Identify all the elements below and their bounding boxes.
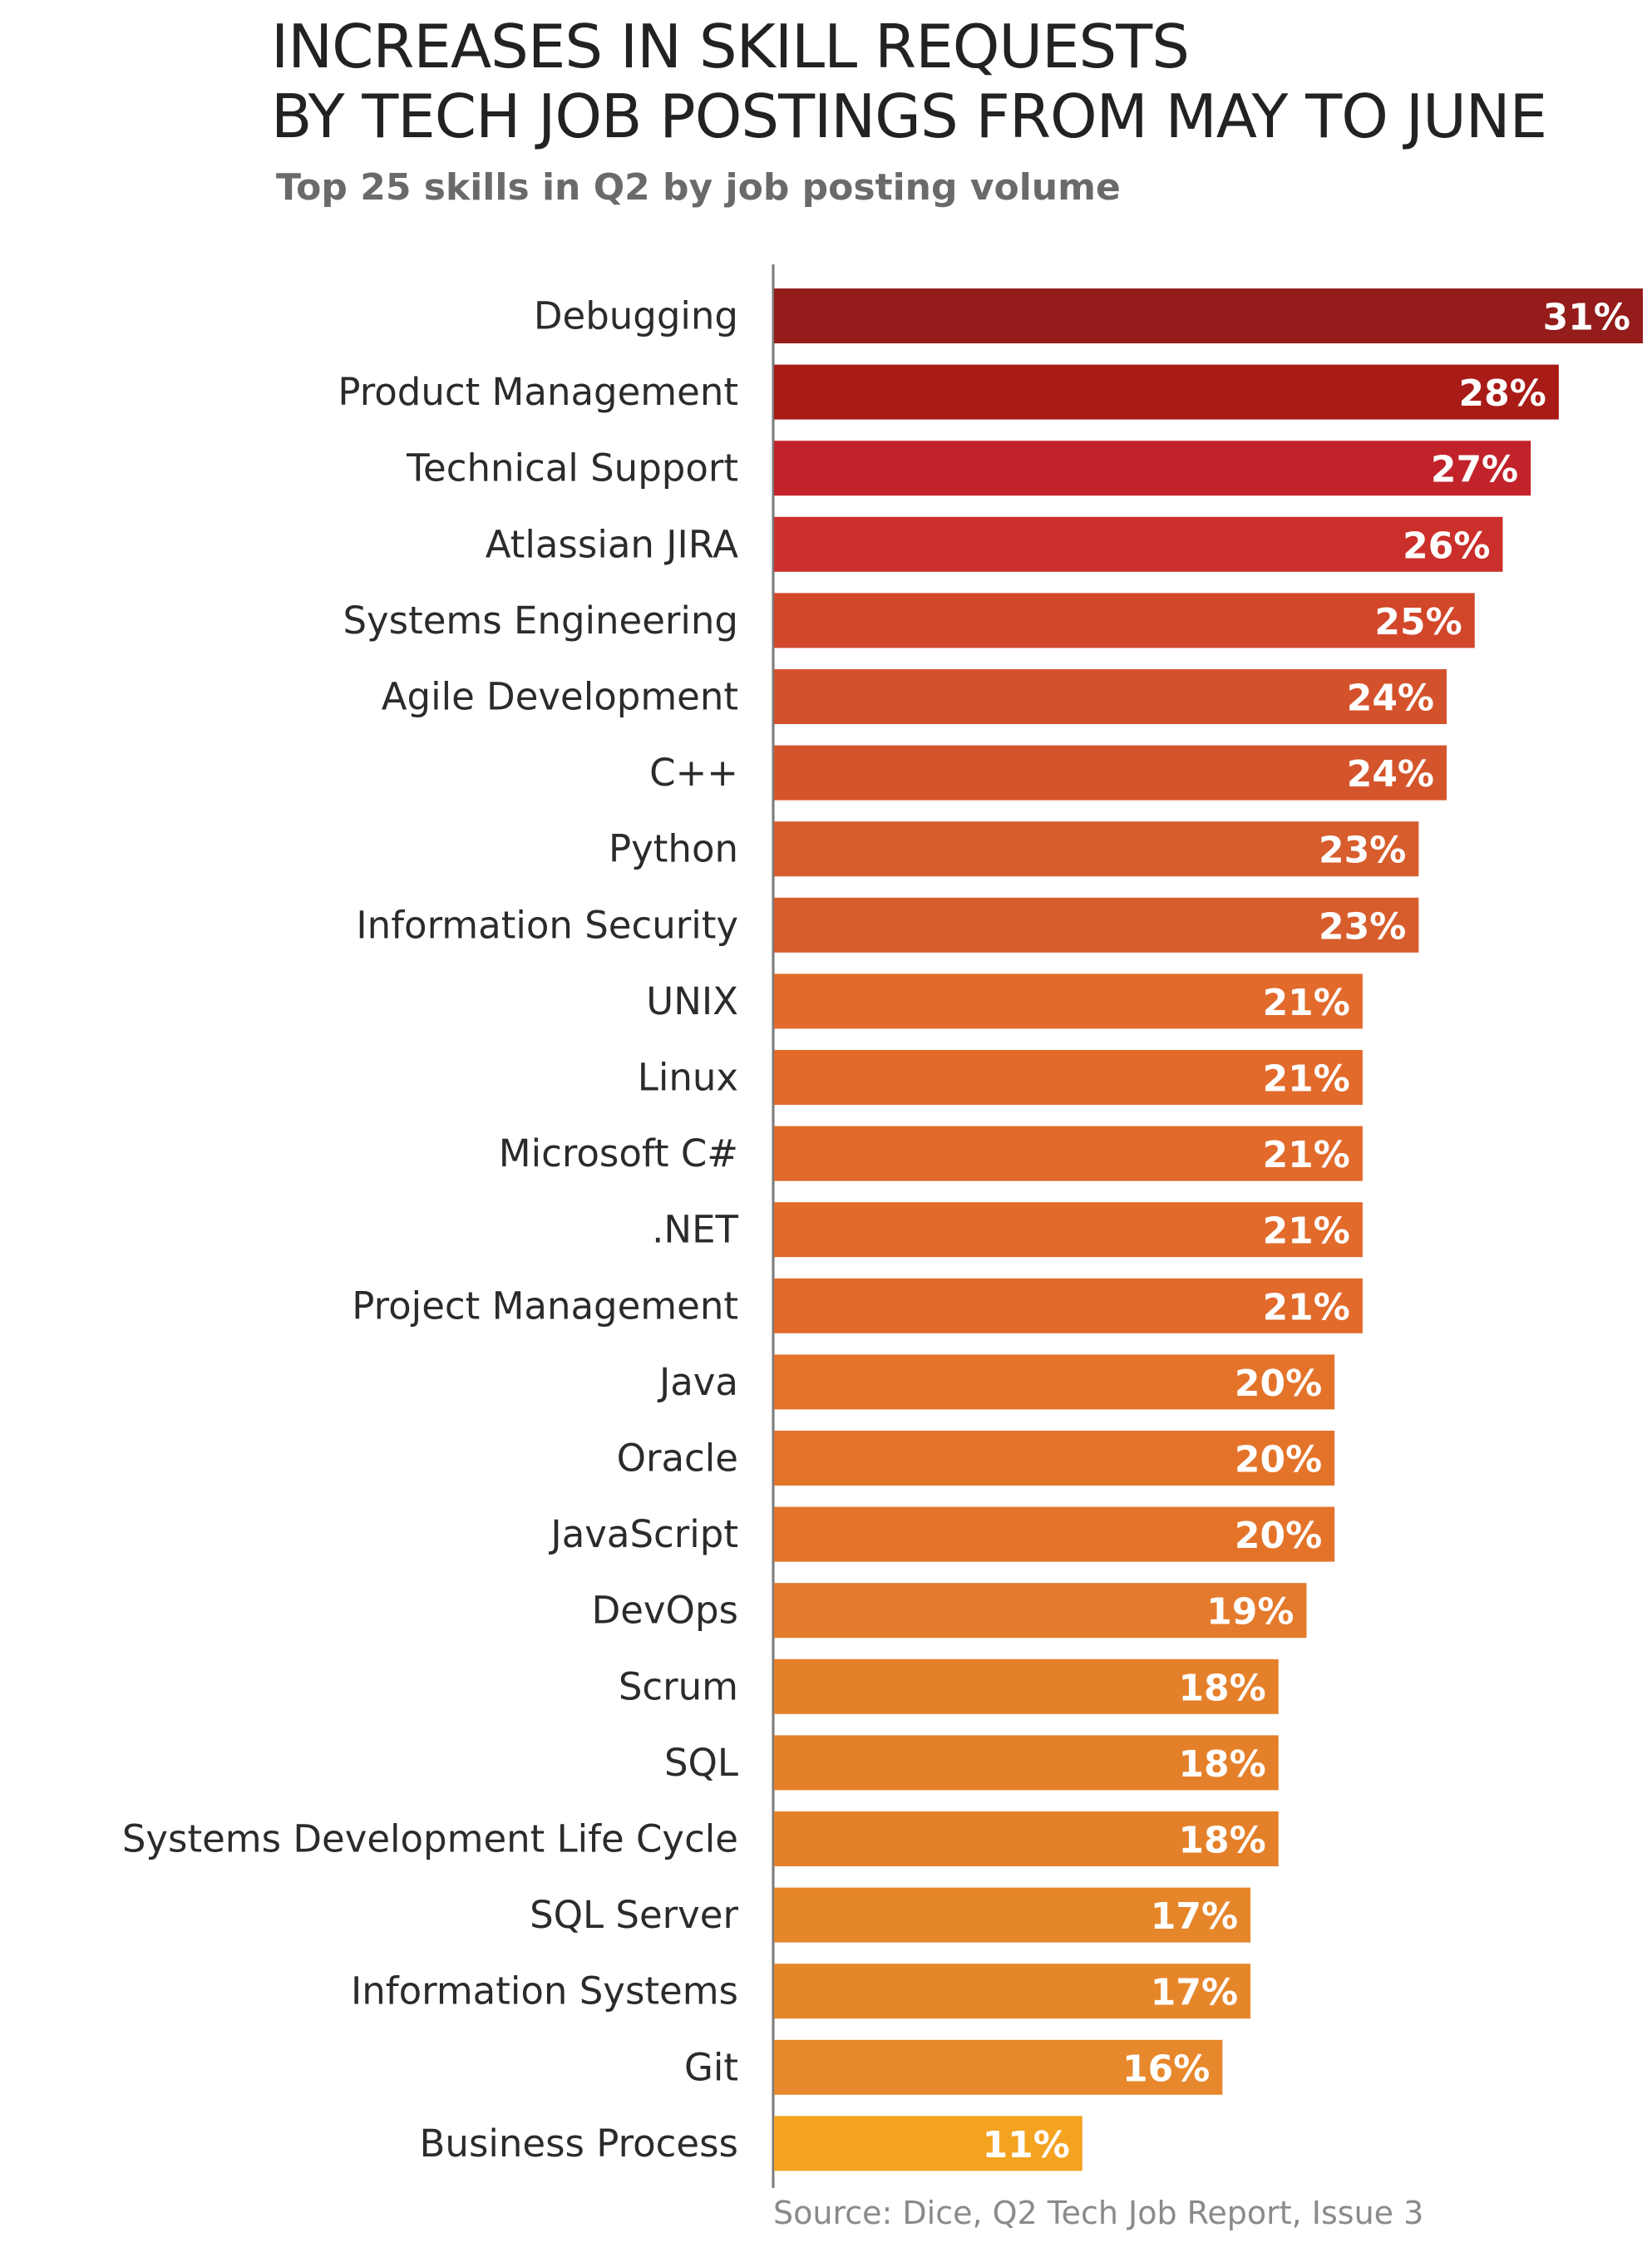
category-label: Information Security <box>356 903 738 947</box>
bar <box>774 1202 1363 1258</box>
data-label: 20% <box>1235 1363 1322 1405</box>
bar <box>774 288 1643 343</box>
bar <box>774 2116 1082 2171</box>
category-label: Systems Development Life Cycle <box>122 1817 738 1861</box>
bar <box>774 1964 1251 2019</box>
bar <box>774 1354 1335 1410</box>
category-label: Technical Support <box>406 446 738 490</box>
bar <box>774 897 1419 953</box>
category-label: C++ <box>649 751 738 795</box>
bar <box>774 1887 1251 1943</box>
bar <box>774 973 1363 1029</box>
chart-subtitle: Top 25 skills in Q2 by job posting volum… <box>276 166 1121 209</box>
category-label: Oracle <box>617 1437 738 1481</box>
bar <box>774 2039 1223 2095</box>
bar <box>774 1658 1279 1714</box>
data-label: 21% <box>1263 1210 1350 1253</box>
category-label: JavaScript <box>548 1512 738 1556</box>
data-label: 18% <box>1178 1743 1265 1786</box>
category-label: Business Process <box>420 2122 738 2166</box>
category-label: Agile Development <box>382 675 738 719</box>
category-label: Java <box>657 1360 738 1404</box>
category-label: Debugging <box>534 294 738 338</box>
bar <box>774 669 1447 724</box>
data-label: 18% <box>1178 1667 1265 1709</box>
bar <box>774 593 1475 648</box>
data-label: 21% <box>1263 1286 1350 1328</box>
data-label: 21% <box>1263 1058 1350 1101</box>
category-label: Scrum <box>619 1664 738 1708</box>
category-label: .NET <box>652 1208 738 1252</box>
chart-title-line-1: INCREASES IN SKILL REQUESTS <box>271 12 1190 81</box>
bars-group: Debugging 31% Product Management 28% Technic… <box>122 288 1643 2171</box>
category-label: Git <box>684 2045 738 2089</box>
data-label: 24% <box>1347 753 1434 796</box>
data-label: 27% <box>1431 449 1518 491</box>
category-label: Product Management <box>338 370 738 414</box>
category-label: Linux <box>638 1056 738 1100</box>
category-label: UNIX <box>646 979 738 1023</box>
data-label: 17% <box>1151 1972 1238 2014</box>
bar <box>774 364 1559 420</box>
data-label: 16% <box>1122 2048 1210 2090</box>
bar <box>774 821 1419 877</box>
data-label: 20% <box>1235 1515 1322 1557</box>
source-note: Source: Dice, Q2 Tech Job Report, Issue … <box>773 2195 1424 2231</box>
data-label: 19% <box>1206 1591 1294 1634</box>
data-label: 23% <box>1319 905 1406 948</box>
data-label: 25% <box>1374 601 1462 643</box>
category-label: Microsoft C# <box>499 1131 738 1175</box>
bar <box>774 1583 1307 1639</box>
data-label: 23% <box>1319 830 1406 872</box>
data-label: 28% <box>1459 372 1546 415</box>
chart-title-line-2: BY TECH JOB POSTINGS FROM MAY TO JUNE <box>271 81 1547 151</box>
category-label: Systems Engineering <box>343 599 738 643</box>
category-label: Information Systems <box>351 1969 738 2013</box>
data-label: 20% <box>1235 1439 1322 1481</box>
category-label: Python <box>609 827 738 871</box>
data-label: 21% <box>1263 982 1350 1024</box>
category-label: SQL Server <box>530 1893 738 1937</box>
bar <box>774 1431 1335 1486</box>
category-label: DevOps <box>592 1589 738 1633</box>
data-label: 26% <box>1403 525 1490 567</box>
category-label: SQL <box>664 1741 738 1785</box>
bar <box>774 1050 1363 1105</box>
data-label: 18% <box>1178 1820 1265 1862</box>
bar <box>774 1506 1335 1562</box>
bar <box>774 1811 1279 1866</box>
category-label: Project Management <box>352 1284 738 1328</box>
bar <box>774 516 1503 572</box>
bar <box>774 441 1531 496</box>
bar <box>774 1735 1279 1791</box>
bar <box>774 1126 1363 1181</box>
data-label: 11% <box>982 2124 1069 2166</box>
data-label: 21% <box>1263 1134 1350 1176</box>
data-label: 31% <box>1543 297 1630 339</box>
data-label: 24% <box>1347 678 1434 720</box>
category-label: Atlassian JIRA <box>486 522 738 566</box>
bar <box>774 745 1447 801</box>
bar <box>774 1278 1363 1333</box>
data-label: 17% <box>1151 1895 1238 1938</box>
